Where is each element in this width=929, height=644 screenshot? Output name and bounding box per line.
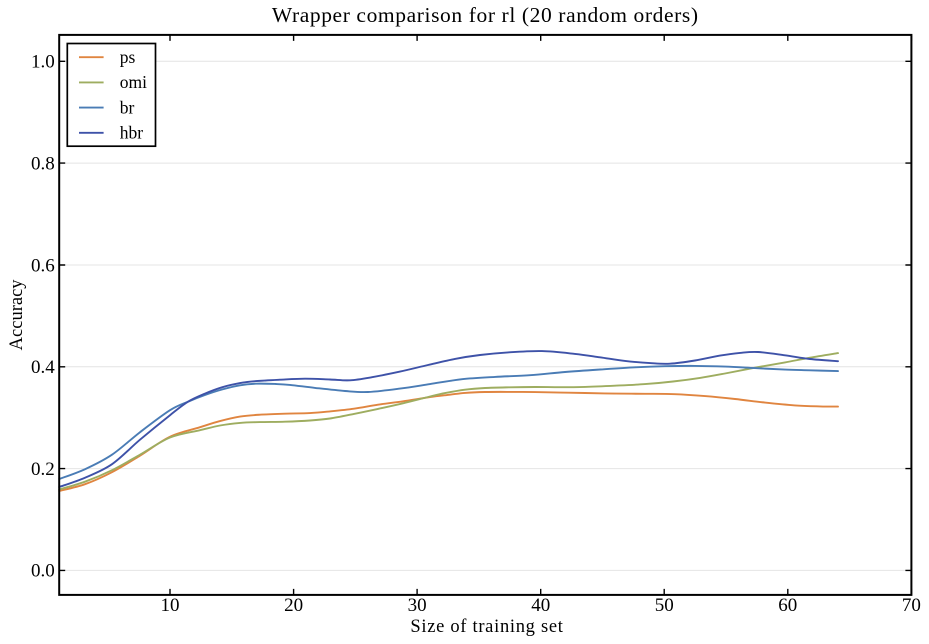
svg-text:Wrapper comparison for rl (20: Wrapper comparison for rl (20 random ord…	[272, 3, 699, 27]
svg-text:hbr: hbr	[120, 123, 144, 143]
svg-text:0.6: 0.6	[31, 255, 55, 276]
svg-text:0.2: 0.2	[31, 459, 55, 480]
svg-text:0.4: 0.4	[31, 357, 55, 378]
svg-text:Accuracy: Accuracy	[7, 279, 27, 351]
svg-text:br: br	[120, 97, 135, 117]
svg-text:20: 20	[284, 595, 303, 616]
svg-text:omi: omi	[120, 72, 147, 92]
svg-text:60: 60	[778, 595, 797, 616]
svg-text:30: 30	[408, 595, 427, 616]
svg-text:0.8: 0.8	[31, 153, 55, 174]
svg-text:50: 50	[655, 595, 674, 616]
svg-text:10: 10	[161, 595, 180, 616]
svg-text:Size of training set: Size of training set	[410, 617, 563, 637]
svg-text:70: 70	[902, 595, 921, 616]
svg-text:0.0: 0.0	[31, 561, 55, 582]
svg-text:ps: ps	[120, 47, 136, 67]
svg-text:40: 40	[531, 595, 550, 616]
svg-text:1.0: 1.0	[31, 52, 55, 73]
